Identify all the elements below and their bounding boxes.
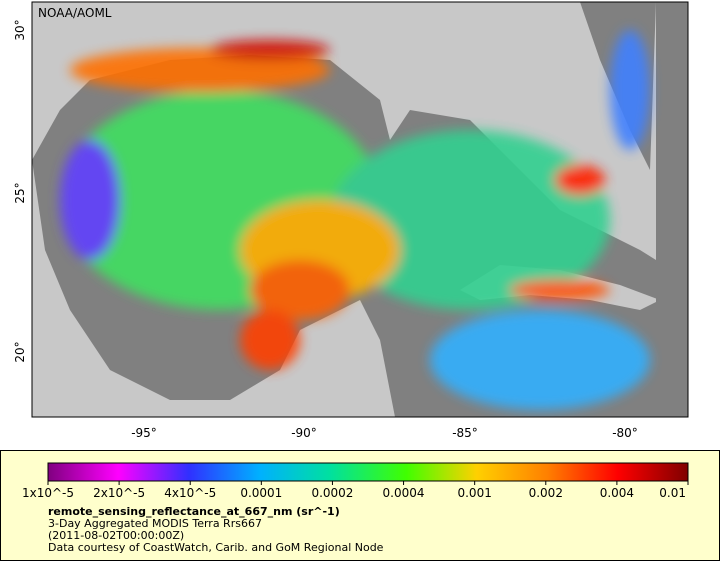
colorbar-tick-label: 0.0001 [240,486,282,500]
x-tick-label: -90° [291,426,317,440]
legend-time: (2011-08-02T00:00:00Z) [48,529,184,542]
x-axis: -95° -90° -85° -80° [131,426,638,440]
land-north [32,2,688,280]
colorbar-tick-label: 0.0004 [383,486,425,500]
colorbar-tick-label: 0.01 [659,486,686,500]
colorbar-tick-label: 0.0002 [311,486,353,500]
x-tick-label: -85° [452,426,478,440]
y-tick-label: 30° [13,19,27,40]
y-tick-label: 20° [13,341,27,362]
colorbar [47,462,689,482]
colorbar-tick-label: 0.004 [600,486,634,500]
no-data-strip [656,2,688,417]
legend-credit: Data courtesy of CoastWatch, Carib. and … [48,541,384,554]
colorbar-tick-label: 0.002 [529,486,563,500]
y-tick-label: 25° [13,182,27,203]
x-tick-label: -95° [131,426,157,440]
legend-dataset: 3-Day Aggregated MODIS Terra Rrs667 [48,517,262,530]
x-tick-label: -80° [612,426,638,440]
colorbar-tick-label: 0.001 [457,486,491,500]
map-credit: NOAA/AOML [38,6,112,20]
legend-variable: remote_sensing_reflectance_at_667_nm (sr… [48,505,340,518]
colorbar-tick-label: 1x10^-5 [22,486,74,500]
colorbar-tick-label: 2x10^-5 [93,486,145,500]
colorbar-tick-label: 4x10^-5 [164,486,216,500]
y-axis: 30° 25° 20° [13,19,27,362]
map-area: NOAA/AOML [32,2,688,417]
land-mexico [32,160,395,417]
map-frame [31,1,689,418]
data-overlay [60,30,650,410]
colorbar-labels: 1x10^-5 2x10^-5 4x10^-5 0.0001 0.0002 0.0004 0… [22,481,689,500]
